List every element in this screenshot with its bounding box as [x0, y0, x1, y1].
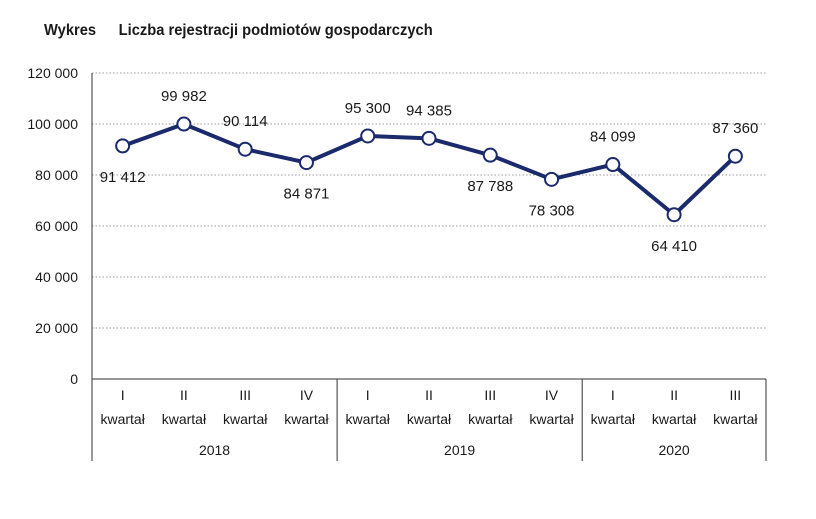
x-tick-unit: kwartał: [591, 411, 636, 427]
x-tick-unit: kwartał: [284, 411, 329, 427]
x-tick-quarter: IV: [545, 387, 559, 403]
data-label: 84 871: [284, 186, 330, 203]
chart-label: Wykres: [44, 22, 97, 39]
year-label: 2020: [659, 442, 690, 458]
x-tick-unit: kwartał: [162, 411, 207, 427]
data-point: [360, 128, 376, 144]
x-tick-quarter: II: [670, 387, 678, 403]
x-tick-unit: kwartał: [223, 411, 268, 427]
chart-header: Wykres Liczba rejestracji podmiotów gosp…: [44, 22, 433, 40]
x-tick-quarter: I: [366, 387, 370, 403]
data-label: 99 982: [161, 88, 207, 105]
data-label: 87 788: [467, 178, 513, 195]
data-point: [482, 147, 498, 163]
y-tick-label: 60 000: [35, 218, 78, 234]
y-tick-label: 0: [70, 371, 78, 387]
x-tick-unit: kwartał: [346, 411, 391, 427]
x-tick-unit: kwartał: [529, 411, 574, 427]
x-tick-unit: kwartał: [407, 411, 452, 427]
data-point: [666, 207, 682, 223]
data-label: 84 099: [590, 129, 636, 146]
data-point: [298, 155, 314, 171]
x-tick-quarter: III: [484, 387, 496, 403]
data-label: 95 300: [345, 100, 391, 117]
data-label: 91 412: [100, 169, 146, 186]
data-point: [237, 141, 253, 157]
x-tick-quarter: IV: [300, 387, 314, 403]
data-point: [605, 157, 621, 173]
y-tick-label: 20 000: [35, 320, 78, 336]
data-label: 87 360: [712, 120, 758, 137]
x-tick-quarter: III: [730, 387, 742, 403]
data-label: 64 410: [651, 238, 697, 255]
x-tick-quarter: I: [611, 387, 615, 403]
data-label: 90 114: [223, 113, 268, 130]
x-tick-unit: kwartał: [713, 411, 758, 427]
x-tick-quarter: II: [425, 387, 433, 403]
y-tick-label: 120 000: [27, 65, 78, 81]
x-tick-quarter: II: [180, 387, 188, 403]
data-label: 94 385: [406, 102, 452, 119]
data-point: [115, 138, 131, 154]
year-label: 2018: [199, 442, 230, 458]
x-tick-unit: kwartał: [100, 411, 145, 427]
x-tick-quarter: I: [121, 387, 125, 403]
data-label: 78 308: [529, 202, 575, 219]
x-tick-unit: kwartał: [652, 411, 697, 427]
y-tick-label: 100 000: [27, 116, 78, 132]
data-point: [421, 130, 437, 146]
data-point: [727, 148, 743, 164]
y-tick-label: 40 000: [35, 269, 78, 285]
year-label: 2019: [444, 442, 475, 458]
x-tick-quarter: III: [239, 387, 251, 403]
x-tick-unit: kwartał: [468, 411, 513, 427]
chart-title: Liczba rejestracji podmiotów gospodarczy…: [118, 22, 433, 39]
data-point: [544, 171, 560, 187]
data-point: [176, 116, 192, 132]
y-tick-label: 80 000: [35, 167, 78, 183]
